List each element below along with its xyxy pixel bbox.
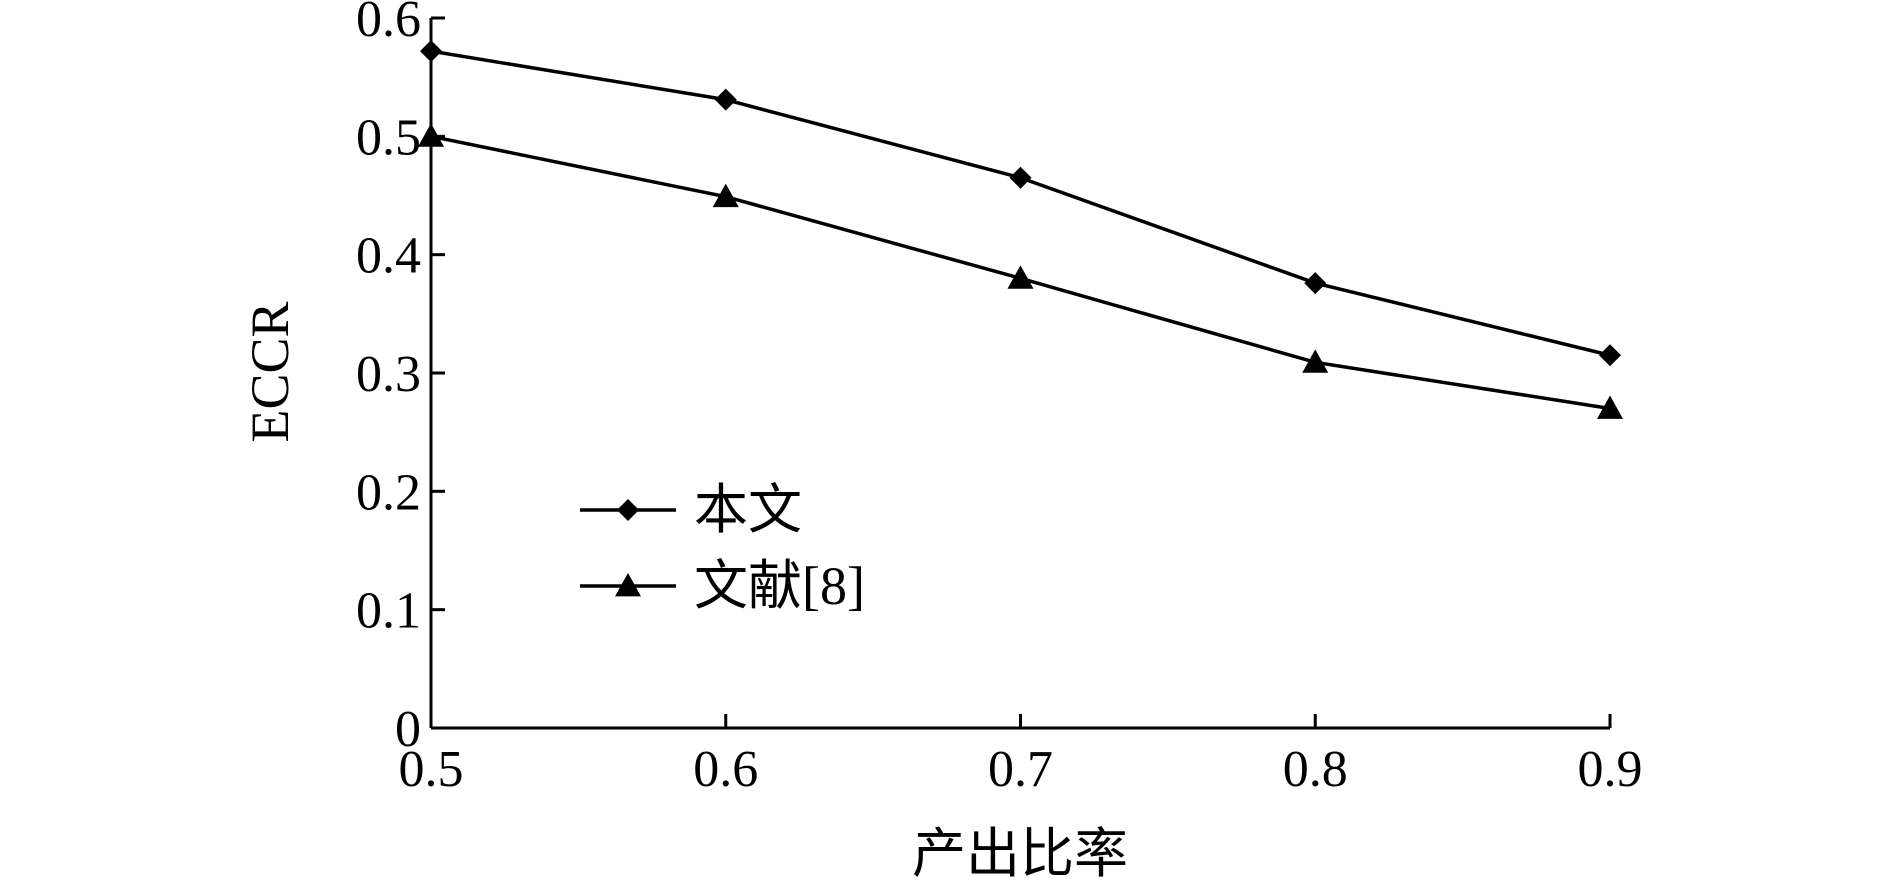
y-tick-label: 0.6: [356, 0, 421, 48]
series-1: [420, 40, 1621, 367]
data-point-diamond: [714, 88, 737, 111]
data-point-triangle: [1597, 395, 1623, 419]
legend-marker-triangle: [615, 573, 641, 597]
y-tick-label: 0.5: [356, 109, 421, 166]
legend-marker-diamond: [617, 499, 639, 521]
x-ticks: 0.5 0.6 0.7 0.8 0.9: [399, 714, 1643, 798]
y-tick-label: 0.3: [356, 346, 421, 403]
y-tick-label: 0.4: [356, 228, 421, 285]
data-point-diamond: [1599, 344, 1621, 367]
y-tick-label: 0.2: [356, 464, 421, 521]
x-tick-label: 0.7: [988, 741, 1053, 798]
data-point-triangle: [418, 123, 444, 147]
legend-item: 本文: [580, 480, 802, 540]
x-tick-label: 0.8: [1283, 741, 1348, 798]
y-tick-label: 0.1: [356, 583, 421, 640]
data-point-triangle: [1302, 349, 1329, 373]
legend-label: 文献[8]: [694, 556, 865, 616]
data-point-diamond: [420, 40, 442, 63]
data-point-triangle: [712, 183, 739, 208]
x-tick-label: 0.6: [693, 741, 758, 798]
axes: [429, 18, 1610, 730]
series-layer: [418, 40, 1623, 419]
series-line: [430, 49, 1611, 357]
data-point-diamond: [1304, 272, 1327, 295]
series-2: [418, 123, 1623, 419]
x-axis-title: 产出比率: [912, 824, 1128, 884]
y-tick-label: 0: [395, 701, 421, 758]
data-point-triangle: [1007, 265, 1034, 289]
x-tick-label: 0.9: [1578, 741, 1643, 798]
y-ticks: 0 0.1 0.2 0.3 0.4 0.5 0.6: [356, 0, 445, 758]
x-tick-label: 0.5: [399, 741, 464, 798]
y-axis-title: ECCR: [240, 301, 300, 442]
data-point-diamond: [1009, 166, 1032, 189]
legend-label: 本文: [694, 480, 802, 540]
legend-item: 文献[8]: [580, 556, 865, 616]
